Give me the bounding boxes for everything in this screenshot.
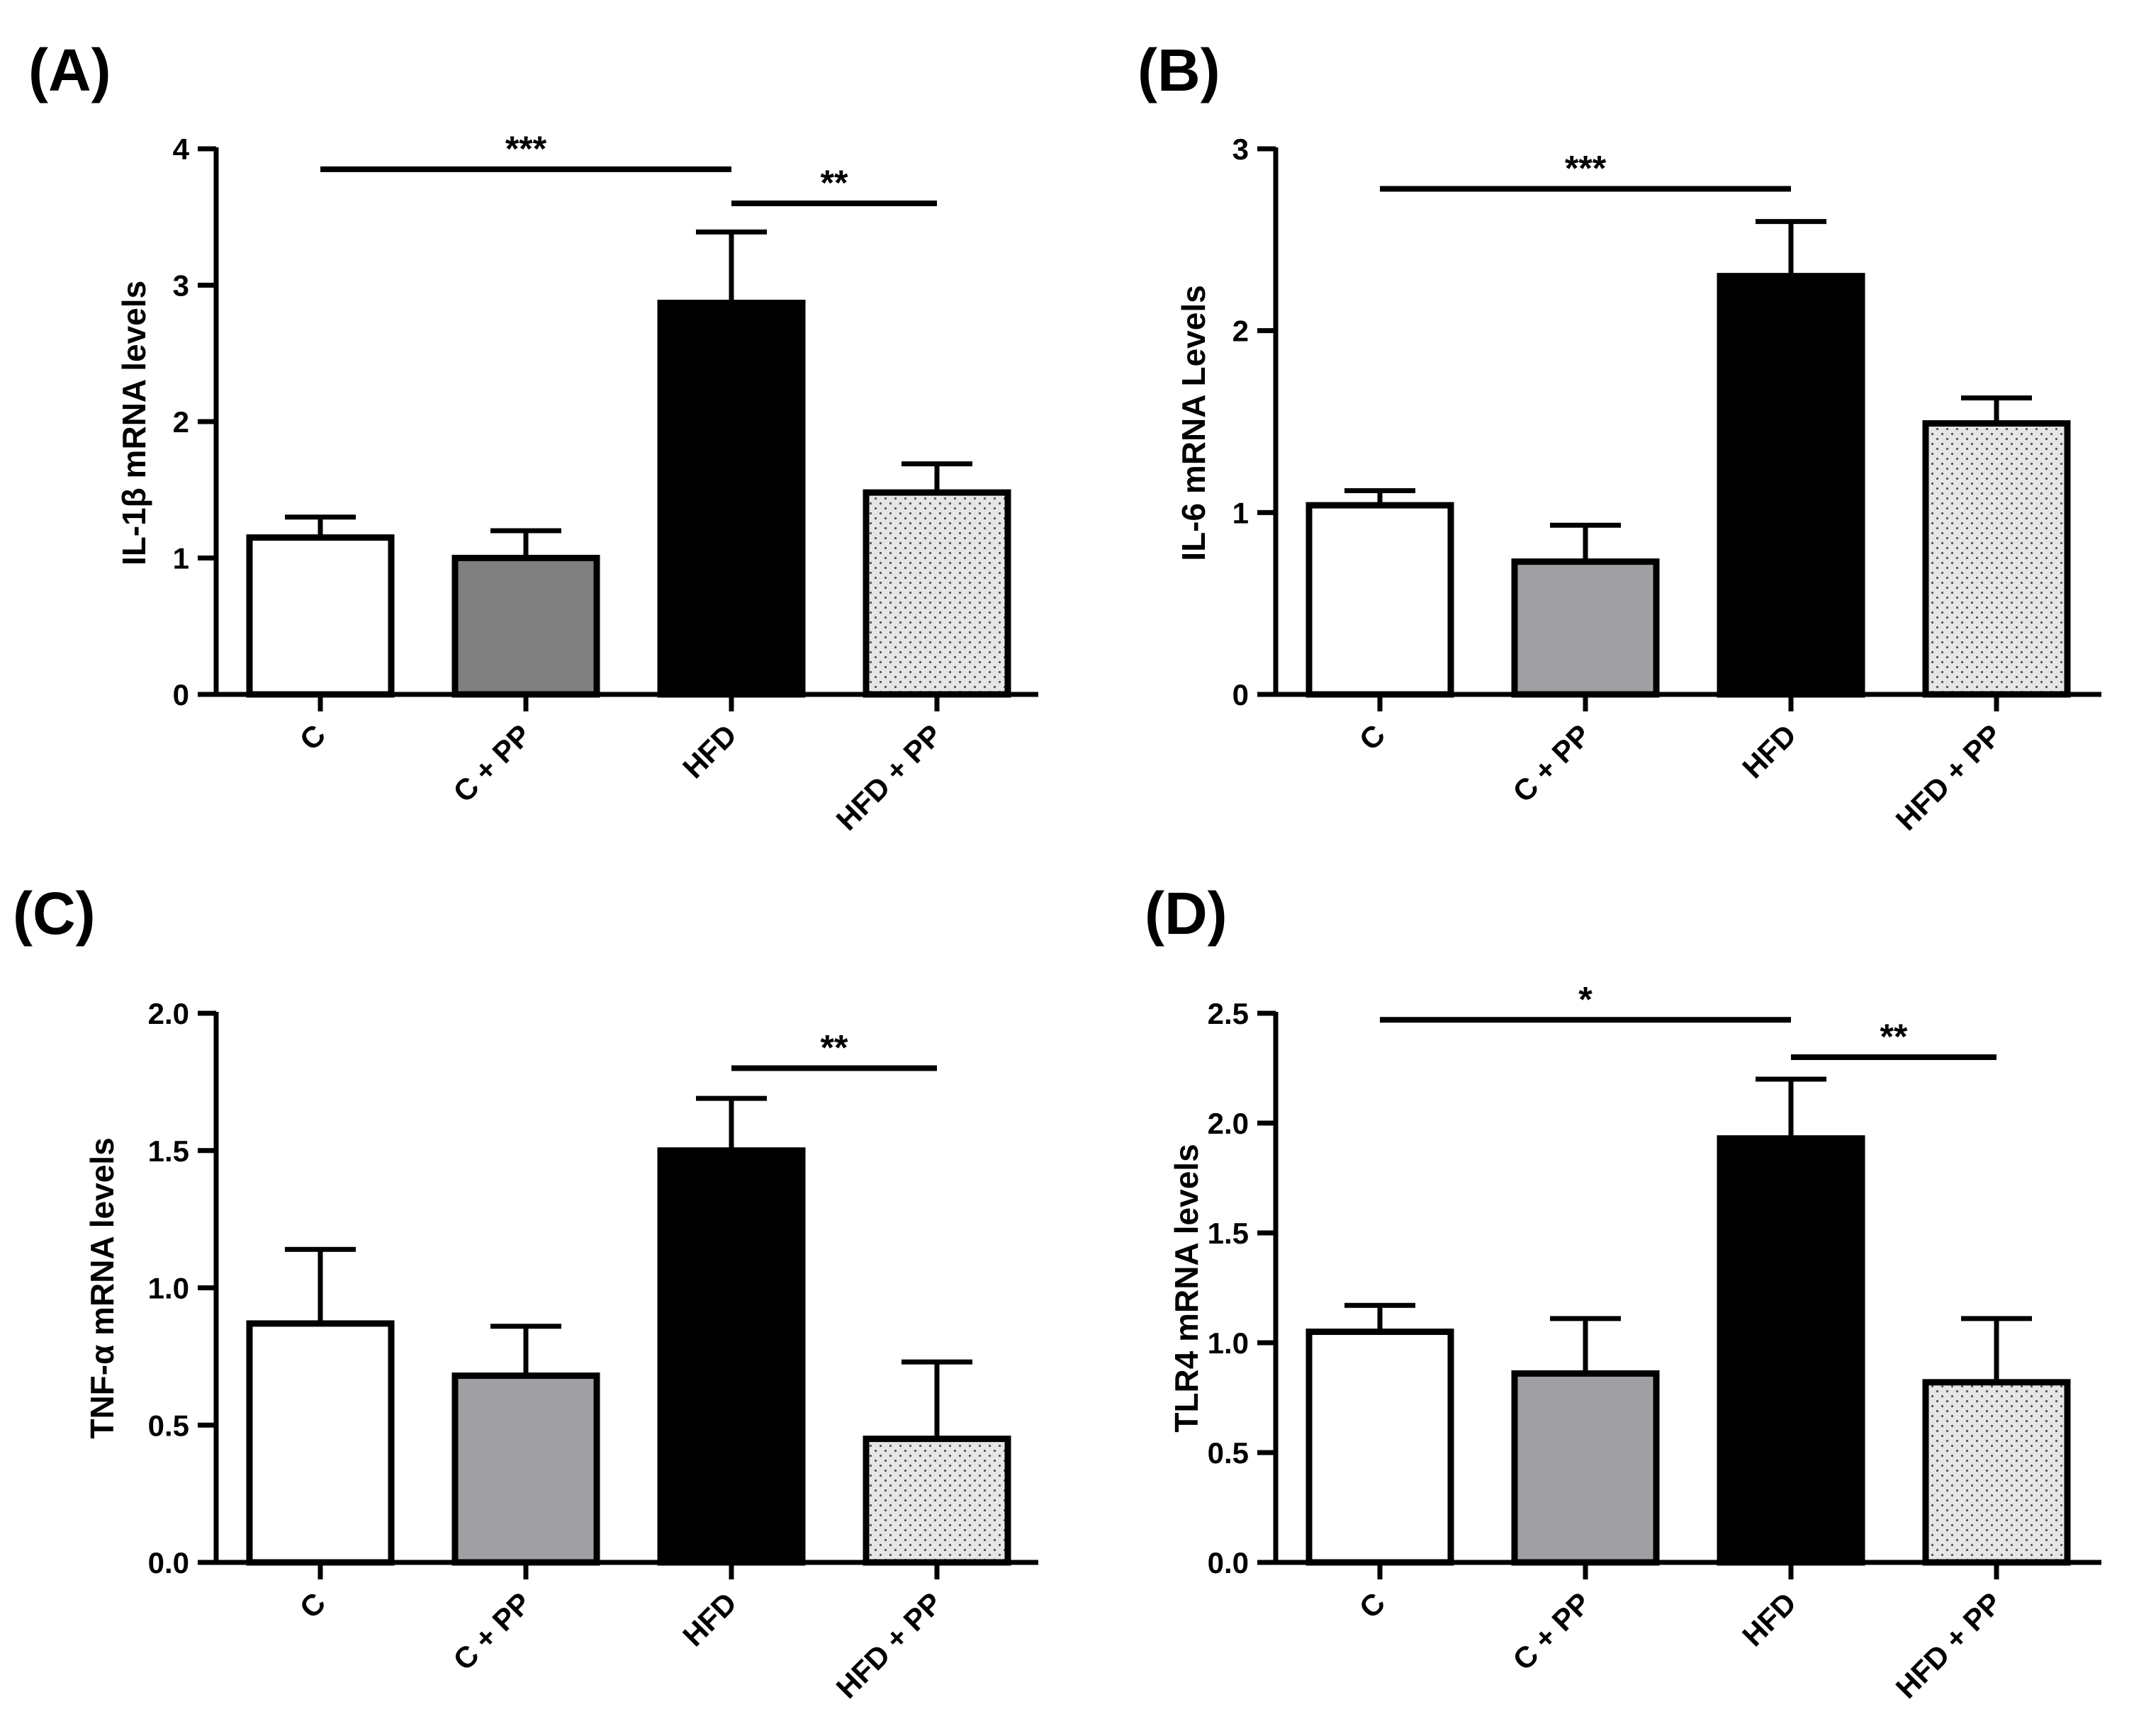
y-tick-label-b: 0 [1232,678,1249,711]
error-bar-b-c-plus-pp [1550,525,1621,561]
bar-a-hfd [661,303,802,694]
bar-b-hfd [1720,276,1862,694]
error-bar-d-hfd-plus-pp [1961,1319,2032,1382]
category-label-c-hfd: HFD [676,1586,743,1652]
category-label-c-c: C [293,1586,332,1625]
category-label-a-hfd: HFD [676,718,743,784]
category-label-d-c-plus-pp: C + PP [1506,1586,1597,1676]
category-label-b-hfd: HFD [1736,718,1802,784]
error-bar-d-hfd [1756,1079,1826,1139]
significance-label-d-2: ** [1880,1017,1908,1056]
y-tick-label-a: 2 [173,405,189,439]
bar-c-hfd [661,1151,802,1562]
bar-b-c-plus-pp [1515,562,1656,694]
category-label-b-hfd-plus-pp: HFD + PP [1889,718,2009,837]
significance-label-b-1: *** [1565,148,1607,188]
bar-b-c [1309,505,1451,694]
bar-d-c [1309,1332,1451,1563]
error-bar-c-c [285,1249,356,1324]
y-tick-label-c: 2.0 [148,997,189,1030]
panel-d: (D) TLR4 mRNA levels 0.0 0.5 1.0 1.5 2.0 2.5 C… [1145,880,2101,1705]
bar-d-hfd [1720,1139,1862,1562]
y-tick-label-d: 1.5 [1208,1217,1249,1250]
error-bar-c-c-plus-pp [490,1326,561,1376]
panel-c: (C) TNF-α mRNA levels 0.0 0.5 1.0 1.5 2.0 C C … [13,880,1038,1705]
category-label-d-hfd-plus-pp: HFD + PP [1889,1586,2009,1705]
bar-d-c-plus-pp [1515,1373,1656,1562]
y-tick-label-a: 0 [173,678,189,711]
y-tick-label-d: 1.0 [1208,1326,1249,1360]
significance-label-d-1: * [1578,979,1593,1019]
figure: (A) IL-1β mRNA levels 0 1 2 3 4 C C + PP HFD HFD… [0,0,2134,1736]
significance-label-a-2: ** [821,163,848,203]
error-bar-d-c [1344,1305,1415,1331]
bar-a-c-plus-pp [455,558,597,695]
panel-label-a: (A) [28,37,111,103]
bar-c-c-plus-pp [455,1376,597,1563]
panel-label-d: (D) [1145,880,1228,947]
y-tick-label-b: 2 [1232,315,1249,348]
y-tick-label-c: 1.0 [148,1272,189,1305]
bar-a-hfd-plus-pp [866,492,1008,694]
category-label-b-c: C [1353,718,1392,757]
bar-a-c [249,538,391,694]
error-bar-d-c-plus-pp [1550,1319,1621,1374]
bar-c-hfd-plus-pp [866,1439,1008,1562]
error-bar-c-hfd [696,1098,767,1151]
y-tick-label-a: 1 [173,542,189,575]
y-axis-title-d: TLR4 mRNA levels [1168,1144,1205,1432]
significance-label-a-1: *** [505,129,547,169]
category-label-c-hfd-plus-pp: HFD + PP [830,1586,949,1705]
y-tick-label-b: 1 [1232,496,1249,529]
category-label-d-hfd: HFD [1736,1586,1802,1652]
error-bar-b-hfd-plus-pp [1961,398,2032,424]
y-axis-title-a: IL-1β mRNA levels [116,281,152,565]
y-tick-label-c: 1.5 [148,1134,189,1168]
y-tick-label-b: 3 [1232,133,1249,166]
bar-c-c [249,1324,391,1562]
y-tick-label-a: 4 [173,133,190,166]
category-label-a-hfd-plus-pp: HFD + PP [830,718,949,837]
panel-b: (B) IL-6 mRNA Levels 0 1 2 3 C C + PP HFD HFD +… [1138,37,2101,837]
bar-d-hfd-plus-pp [1926,1382,2067,1562]
error-bar-c-hfd-plus-pp [902,1362,972,1439]
y-tick-label-a: 3 [173,269,189,303]
category-label-d-c: C [1353,1586,1392,1625]
error-bar-a-hfd-plus-pp [902,464,972,492]
y-axis-title-c: TNF-α mRNA levels [84,1137,120,1438]
panel-label-c: (C) [13,880,96,947]
y-axis-title-b: IL-6 mRNA Levels [1175,285,1212,560]
category-label-c-c-plus-pp: C + PP [447,1586,537,1676]
error-bar-a-c-plus-pp [490,531,561,558]
category-label-a-c-plus-pp: C + PP [447,718,537,808]
y-tick-label-c: 0.5 [148,1409,189,1442]
category-label-b-c-plus-pp: C + PP [1506,718,1597,808]
y-tick-label-d: 2.5 [1208,997,1249,1030]
y-tick-label-c: 0.0 [148,1546,189,1579]
panel-a: (A) IL-1β mRNA levels 0 1 2 3 4 C C + PP HFD HFD… [28,37,1038,837]
y-tick-label-d: 0.5 [1208,1436,1249,1470]
y-tick-label-d: 2.0 [1208,1107,1249,1140]
significance-label-c-1: ** [821,1028,848,1068]
bar-b-hfd-plus-pp [1926,424,2067,694]
error-bar-b-hfd [1756,222,1826,276]
y-tick-label-d: 0.0 [1208,1546,1249,1579]
category-label-a-c: C [293,718,332,757]
error-bar-a-hfd [696,232,767,303]
panel-label-b: (B) [1138,37,1220,103]
